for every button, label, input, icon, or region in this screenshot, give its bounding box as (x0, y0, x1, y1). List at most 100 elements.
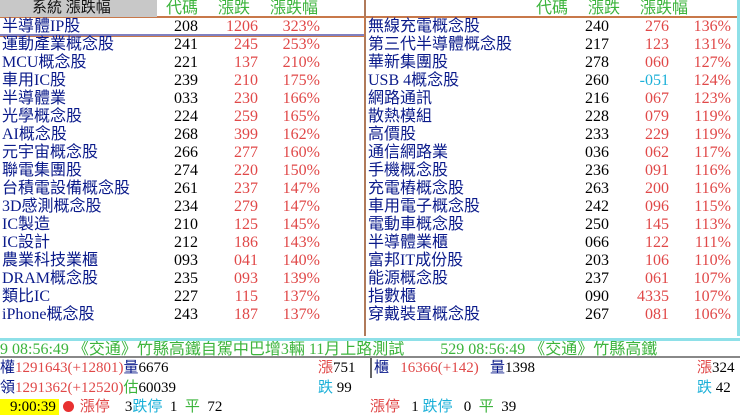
sector-row[interactable]: 聯電集團股 274 220 150% (0, 162, 364, 180)
sector-row[interactable]: iPhone概念股 243 187 137% (0, 306, 364, 324)
sector-name: 3D感測概念股 (2, 198, 102, 215)
sector-row[interactable]: 無線充電概念股 240 276 136% (366, 18, 737, 36)
sector-code: 260 (585, 72, 609, 89)
sector-change: 123 (645, 36, 669, 53)
sector-row[interactable]: 手機概念股 236 091 116% (366, 162, 737, 180)
sector-name: 車用電子概念股 (368, 198, 481, 215)
sector-code: 243 (174, 306, 198, 323)
col-pct[interactable]: 漲跌幅 (270, 0, 319, 17)
col-change[interactable]: 漲跌 (588, 0, 621, 17)
otc-down-count: 42 (712, 380, 731, 396)
sector-row[interactable]: AI概念股 268 399 162% (0, 126, 364, 144)
sector-row[interactable]: 3D感測概念股 234 279 147% (0, 198, 364, 216)
sector-name: 電動車概念股 (368, 216, 465, 233)
twse-lead-line: 領1291362(+12520)估60039 (0, 380, 176, 396)
sector-row[interactable]: DRAM概念股 235 093 139% (0, 270, 364, 288)
sector-change: 245 (234, 36, 258, 53)
sector-row[interactable]: 散熱模組 228 079 119% (366, 108, 737, 126)
sector-row[interactable]: MCU概念股 221 137 210% (0, 54, 364, 72)
sector-row[interactable]: 穿戴裝置概念股 267 081 106% (366, 306, 737, 324)
sector-row[interactable]: 元宇宙概念股 266 277 160% (0, 144, 364, 162)
sector-row[interactable]: 光學概念股 224 259 165% (0, 108, 364, 126)
sector-row[interactable]: 華新集團股 278 060 127% (366, 54, 737, 72)
sector-row[interactable]: 半導體業櫃 066 122 111% (366, 234, 737, 252)
sector-change: 106 (645, 252, 669, 269)
sector-pct: 139% (282, 270, 320, 287)
col-pct[interactable]: 漲跌幅 (640, 0, 689, 17)
sector-row[interactable]: IC設計 212 186 143% (0, 234, 364, 252)
sector-pct: 123% (693, 90, 731, 107)
sector-row[interactable]: 第三代半導體概念股 217 123 131% (366, 36, 737, 54)
sector-name: 台積電設備概念股 (2, 180, 131, 197)
sector-pct: 323% (282, 18, 320, 35)
sector-row[interactable]: USB 4概念股 260 -051 124% (366, 72, 737, 90)
sector-name: 能源概念股 (368, 270, 449, 287)
sector-pct: 253% (282, 36, 320, 53)
sector-name: USB 4概念股 (368, 72, 460, 89)
sector-name: AI概念股 (2, 126, 67, 143)
col-code[interactable]: 代碼 (166, 0, 199, 17)
sector-row[interactable]: 高價股 233 229 119% (366, 126, 737, 144)
otc-volume: 1398 (504, 360, 535, 376)
estimated-volume: 60039 (138, 380, 176, 396)
sector-row[interactable]: 指數櫃 090 4335 107% (366, 288, 737, 306)
sector-row[interactable]: 能源概念股 237 061 107% (366, 270, 737, 288)
sector-row[interactable]: 車用電子概念股 242 096 115% (366, 198, 737, 216)
sector-code: 093 (174, 252, 198, 269)
sector-row[interactable]: 台積電設備概念股 261 237 147% (0, 180, 364, 198)
sector-change: 237 (234, 180, 258, 197)
sector-pct: 175% (282, 72, 320, 89)
sector-change: 067 (645, 90, 669, 107)
sector-change: 1206 (226, 18, 258, 35)
sector-pct: 165% (282, 108, 320, 125)
sector-change: 091 (645, 162, 669, 179)
sector-row[interactable]: IC製造 210 125 145% (0, 216, 364, 234)
sector-row[interactable]: 通信網路業 036 062 117% (366, 144, 737, 162)
sector-code: 217 (585, 36, 609, 53)
sector-change: 186 (234, 234, 258, 251)
otc-index: 16366(+142) (400, 360, 479, 376)
sector-pct: 210% (282, 54, 320, 71)
sector-row[interactable]: 充電樁概念股 263 200 116% (366, 180, 737, 198)
sector-change: 276 (645, 18, 669, 35)
sector-name: 類比IC (2, 288, 51, 305)
sector-code: 267 (585, 306, 609, 323)
sector-name: 車用IC股 (2, 72, 67, 89)
sector-change: 096 (645, 198, 669, 215)
sector-code: 237 (585, 270, 609, 287)
sector-change: 060 (645, 54, 669, 71)
sector-pct: 162% (282, 126, 320, 143)
sector-code: 274 (174, 162, 198, 179)
col-code[interactable]: 代碼 (536, 0, 569, 17)
sector-code: 227 (174, 288, 198, 305)
sector-row[interactable]: 車用IC股 239 210 175% (0, 72, 364, 90)
sector-row[interactable]: 運動產業概念股 241 245 253% (0, 36, 364, 54)
sector-row[interactable]: 電動車概念股 250 145 113% (366, 216, 737, 234)
twse-index-line: 權1291643(+12801)量6676 (0, 360, 169, 376)
sector-code: 233 (585, 126, 609, 143)
col-change[interactable]: 漲跌 (218, 0, 251, 17)
table-header: 系統 漲跌幅 代碼 漲跌 漲跌幅 (0, 0, 364, 18)
sector-code: 239 (174, 72, 198, 89)
sector-row[interactable]: 網路通訊 216 067 123% (366, 90, 737, 108)
sector-change: 145 (645, 216, 669, 233)
sector-pct: 150% (282, 162, 320, 179)
sector-row[interactable]: 半導體業 033 230 166% (0, 90, 364, 108)
sector-row[interactable]: 富邦IT成份股 203 106 110% (366, 252, 737, 270)
sector-name: 散熱模組 (368, 108, 433, 125)
sector-change: 279 (234, 198, 258, 215)
sector-change: 122 (645, 234, 669, 251)
sector-row[interactable]: 半導體IP股 208 1206 323% (0, 17, 365, 37)
sector-code: 268 (174, 126, 198, 143)
sector-row[interactable]: 農業科技業櫃 093 041 140% (0, 252, 364, 270)
twse-index: 1291643(+12801) (15, 360, 124, 376)
news-ticker[interactable]: 9 08:56:49 《交通》竹縣高鐵自駕中巴增3輛 11月上路測試 529 0… (0, 338, 740, 358)
sector-code: 224 (174, 108, 198, 125)
otc-up-count: 324 (712, 360, 735, 376)
sector-row[interactable]: 類比IC 227 115 137% (0, 288, 364, 306)
sector-code: 208 (174, 18, 198, 35)
sector-name: 手機概念股 (368, 162, 449, 179)
sector-name: 無線充電概念股 (368, 18, 481, 35)
sector-change: 081 (645, 306, 669, 323)
sector-pct: 124% (693, 72, 731, 89)
